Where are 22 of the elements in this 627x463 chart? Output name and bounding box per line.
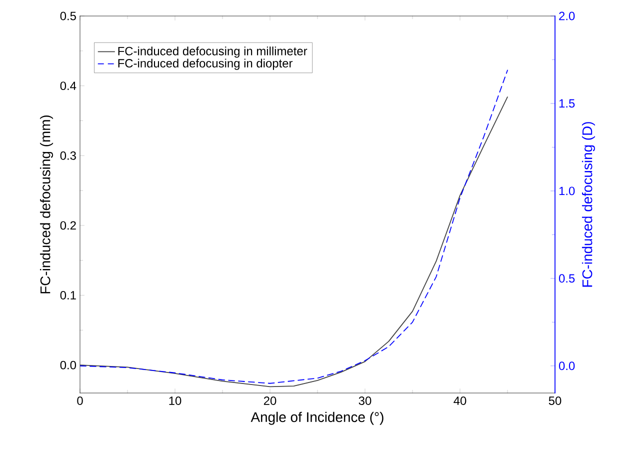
y-tick-label: 0.5 [60,12,76,20]
x-tick-label: 0 [77,396,83,405]
x-tick-label: 40 [454,396,466,405]
y2-tick-label: 1.5 [559,99,575,108]
y-tick-label: 0.4 [60,82,76,90]
y2-tick-label: 2.0 [559,12,575,20]
x-tick-label: 30 [358,396,372,405]
y-tick-label: 0.2 [60,221,76,230]
y2-axis-title: FC-induced defocusing (D) [582,122,595,287]
y-axis-title: FC-induced defocusing (mm) [40,115,54,294]
x-tick-label: 50 [548,396,562,405]
y2-tick-label: 1.0 [559,186,575,196]
x-tick-label: 20 [264,396,276,405]
legend-label: FC-induced defocusing in diopter [118,58,293,70]
legend-label: FC-induced defocusing in millimeter [118,46,308,58]
y2-tick-label: 0.0 [558,362,575,370]
y-tick-label: 0.1 [60,291,76,300]
y2-tick-label: 0.5 [558,274,575,283]
y-tick-label: 0.3 [60,151,76,160]
y-tick-label: 0.0 [60,360,76,370]
x-axis-title: Angle of Incidence (°) [250,412,384,425]
x-tick-label: 10 [169,396,182,405]
